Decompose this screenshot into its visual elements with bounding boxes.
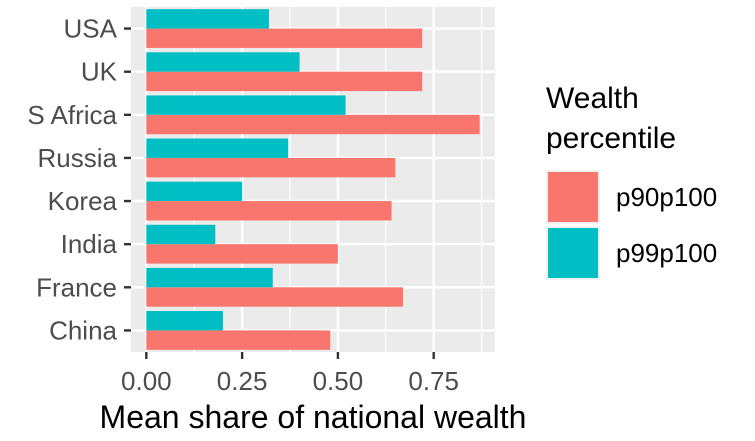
bar-p99p100-korea — [146, 181, 243, 202]
y-axis: USA UK S Africa Russia Korea India France China — [27, 14, 131, 345]
x-tick-label: 0.50 — [313, 366, 364, 396]
legend: Wealth percentile p90p100 p99p100 — [546, 82, 717, 280]
legend-title-line-1: Wealth — [546, 82, 639, 115]
y-tick-label: S Africa — [27, 100, 117, 130]
bar-p90p100-china — [146, 330, 331, 350]
bar-p99p100-russia — [146, 138, 289, 158]
bar-p90p100-uk — [146, 71, 423, 92]
x-tick-label: 0.00 — [121, 366, 172, 396]
bar-p90p100-korea — [146, 201, 392, 221]
y-tick-label: Russia — [38, 143, 118, 173]
y-tick-label: China — [49, 315, 117, 345]
x-axis-title: Mean share of national wealth — [100, 399, 527, 435]
y-tick-label: Korea — [48, 186, 118, 216]
y-tick-label: India — [61, 229, 118, 259]
bar-p90p100-russia — [146, 157, 396, 178]
bar-p99p100-china — [146, 311, 223, 331]
bar-p99p100-uk — [146, 52, 300, 72]
bar-p99p100-usa — [146, 9, 269, 29]
bar-p99p100-france — [146, 267, 273, 288]
legend-label-p99p100: p99p100 — [616, 238, 717, 268]
y-tick-label: UK — [81, 57, 118, 87]
x-axis: 0.00 0.25 0.50 0.75 — [121, 352, 459, 396]
legend-label-p90p100: p90p100 — [616, 182, 717, 212]
y-tick-label: USA — [64, 14, 118, 44]
legend-key-p99p100 — [548, 228, 598, 278]
bar-p90p100-usa — [146, 28, 423, 48]
y-tick-label: France — [36, 272, 117, 302]
x-tick-label: 0.75 — [408, 366, 459, 396]
bar-p99p100-india — [146, 224, 216, 245]
bar-p90p100-s-africa — [146, 114, 480, 135]
bar-p90p100-india — [146, 244, 338, 264]
bar-p99p100-s-africa — [146, 95, 346, 115]
legend-key-p90p100 — [548, 172, 598, 222]
bar-p90p100-france — [146, 287, 404, 307]
x-tick-label: 0.25 — [217, 366, 268, 396]
bars — [146, 9, 480, 350]
legend-title-line-2: percentile — [546, 122, 676, 155]
